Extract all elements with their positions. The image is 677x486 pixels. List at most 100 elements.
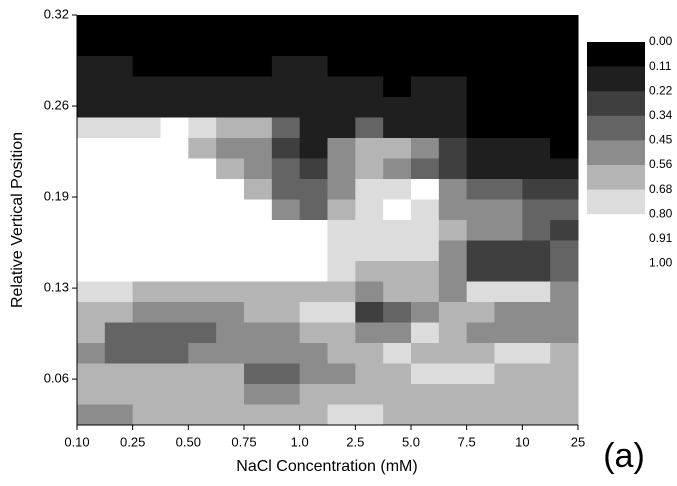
heatmap-cell xyxy=(132,363,161,385)
heatmap-cell xyxy=(327,302,356,323)
heatmap-cell xyxy=(494,76,523,98)
heatmap-cell xyxy=(132,404,161,426)
heatmap-cell xyxy=(216,199,245,221)
heatmap-cell xyxy=(160,56,189,77)
heatmap-cell xyxy=(466,117,495,139)
heatmap-cell xyxy=(522,302,551,323)
legend-swatch xyxy=(587,66,645,92)
heatmap-cell xyxy=(327,56,356,77)
heatmap-cell xyxy=(299,384,328,405)
heatmap-cell xyxy=(271,76,301,98)
heatmap-cell xyxy=(355,199,384,221)
heatmap-cell xyxy=(327,138,356,159)
heatmap-cell xyxy=(411,15,440,36)
legend-swatch xyxy=(587,91,645,117)
heatmap-cell xyxy=(550,322,579,344)
heatmap-cell xyxy=(244,15,273,36)
heatmap-cell xyxy=(438,15,468,36)
heatmap-cell xyxy=(77,343,106,364)
heatmap-cell xyxy=(271,281,301,303)
heatmap-cell xyxy=(188,15,217,36)
heatmap-cell xyxy=(271,363,301,385)
heatmap-cell xyxy=(299,322,328,344)
heatmap-cell xyxy=(466,199,495,221)
heatmap-cell xyxy=(244,179,273,200)
heatmap-cell xyxy=(355,138,384,159)
heatmap-cell xyxy=(160,384,189,405)
heatmap-cell xyxy=(411,343,440,364)
legend-swatch xyxy=(587,214,645,240)
heatmap-cell xyxy=(522,404,551,426)
heatmap-cell xyxy=(438,76,468,98)
heatmap-cell xyxy=(271,220,301,241)
heatmap-cell xyxy=(188,97,217,118)
heatmap-cell xyxy=(494,158,523,180)
heatmap-cell xyxy=(244,56,273,77)
heatmap-cell xyxy=(522,56,551,77)
heatmap-cell xyxy=(104,302,134,323)
legend-swatch xyxy=(587,189,645,215)
heatmap-cell xyxy=(104,220,134,241)
heatmap-cell xyxy=(160,158,189,180)
heatmap-cell xyxy=(383,138,412,159)
heatmap-cell xyxy=(550,97,579,118)
heatmap-cell xyxy=(104,179,134,200)
heatmap-cell xyxy=(104,56,134,77)
heatmap-cell xyxy=(355,15,384,36)
heatmap-cell xyxy=(466,138,495,159)
heatmap-cell xyxy=(271,15,301,36)
heatmap-cell xyxy=(522,220,551,241)
heatmap-cell xyxy=(132,220,161,241)
heatmap-cell xyxy=(355,322,384,344)
heatmap-cell xyxy=(494,56,523,77)
heatmap-cell xyxy=(411,384,440,405)
heatmap-cell xyxy=(132,76,161,98)
heatmap-cell xyxy=(466,35,495,57)
heatmap-cell xyxy=(271,343,301,364)
heatmap-cell xyxy=(522,76,551,98)
heatmap-cell xyxy=(160,97,189,118)
heatmap-cell xyxy=(355,343,384,364)
heatmap-cell xyxy=(216,343,245,364)
heatmap-cell xyxy=(522,117,551,139)
heatmap-cell xyxy=(494,322,523,344)
heatmap-cell xyxy=(132,240,161,262)
heatmap-cell xyxy=(466,158,495,180)
heatmap-cell xyxy=(383,199,412,221)
heatmap-cell xyxy=(77,179,106,200)
heatmap-cell xyxy=(522,363,551,385)
heatmap-cell xyxy=(244,363,273,385)
heatmap-cell xyxy=(77,302,106,323)
heatmap-cell xyxy=(327,322,356,344)
heatmap-cell xyxy=(327,220,356,241)
heatmap-cell xyxy=(244,240,273,262)
heatmap-cell xyxy=(299,35,328,57)
heatmap-cell xyxy=(188,343,217,364)
heatmap-cell xyxy=(188,35,217,57)
heatmap-cell xyxy=(244,35,273,57)
heatmap-cell xyxy=(216,384,245,405)
heatmap-cell xyxy=(244,97,273,118)
heatmap-cell xyxy=(411,199,440,221)
heatmap-cell xyxy=(188,199,217,221)
heatmap-cell xyxy=(355,158,384,180)
heatmap-cell xyxy=(383,240,412,262)
heatmap-cell xyxy=(271,97,301,118)
heatmap-cell xyxy=(550,15,579,36)
heatmap-cell xyxy=(244,199,273,221)
heatmap-cell xyxy=(216,138,245,159)
heatmap-cell xyxy=(438,97,468,118)
heatmap-cell xyxy=(355,240,384,262)
heatmap-cell xyxy=(466,384,495,405)
heatmap-cell xyxy=(466,363,495,385)
heatmap-cell xyxy=(188,117,217,139)
heatmap-cell xyxy=(271,384,301,405)
heatmap-cell xyxy=(271,302,301,323)
heatmap-cell xyxy=(216,240,245,262)
heatmap-cell xyxy=(299,240,328,262)
legend-label: 0.80 xyxy=(649,206,673,220)
heatmap-cell xyxy=(550,343,579,364)
heatmap-cell xyxy=(271,117,301,139)
heatmap-cell xyxy=(104,76,134,98)
heatmap-cell xyxy=(383,220,412,241)
